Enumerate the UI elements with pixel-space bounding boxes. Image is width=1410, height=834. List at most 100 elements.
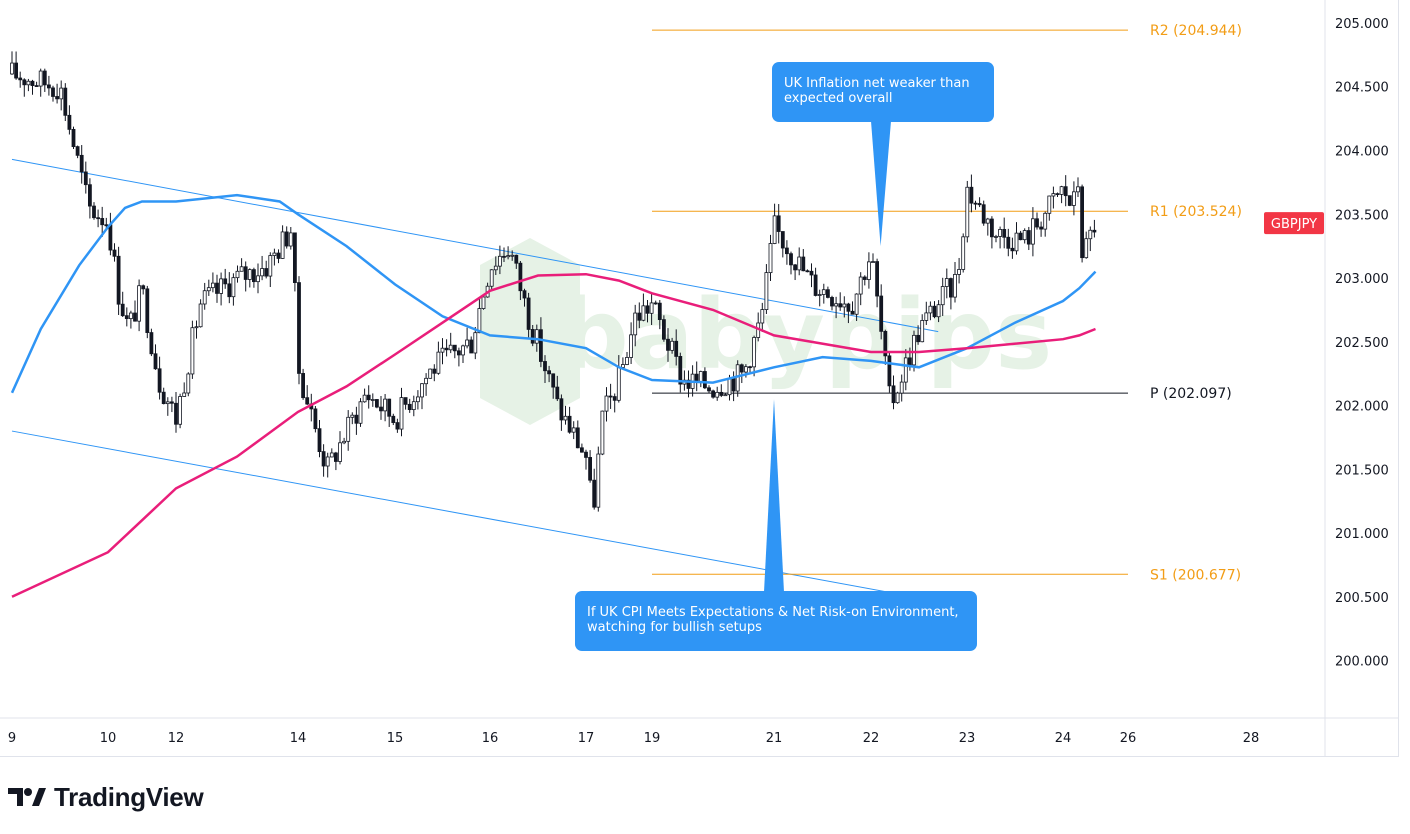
candle-body — [649, 302, 654, 314]
candle-161 — [670, 337, 674, 354]
y-tick-2: 204.000 — [1335, 144, 1389, 159]
candle-body — [1059, 186, 1064, 195]
candle-body — [243, 266, 248, 280]
x-tick-7: 19 — [644, 731, 661, 746]
candle-body — [1039, 226, 1043, 230]
candle-64 — [272, 248, 277, 266]
candle-159 — [662, 315, 666, 342]
candle-35 — [153, 344, 158, 370]
tradingview-logo[interactable]: TradingView — [8, 780, 204, 814]
candle-body — [1014, 232, 1019, 252]
candle-body — [292, 232, 297, 284]
chart-frame: babypips R2 (204.944) R1 (203.524) P (202.0… — [0, 0, 1399, 757]
candle-217 — [899, 374, 904, 402]
candle-body — [1076, 186, 1080, 193]
candle-104 — [436, 341, 441, 375]
candle-body — [247, 269, 252, 280]
candle-253 — [1047, 195, 1052, 221]
candle-169 — [703, 367, 707, 390]
candle-body — [272, 252, 277, 256]
candle-200 — [830, 295, 834, 311]
candle-108 — [452, 344, 457, 359]
candle-131 — [547, 365, 551, 383]
candle-body — [908, 357, 912, 366]
candle-body — [235, 270, 240, 279]
candle-body — [596, 453, 601, 508]
candle-204 — [846, 302, 851, 324]
candle-43 — [186, 372, 191, 397]
candle-body — [276, 252, 281, 259]
candle-18 — [83, 161, 88, 194]
candle-232 — [961, 233, 966, 273]
candle-46 — [198, 299, 203, 328]
candle-body — [1010, 247, 1015, 252]
candle-body — [776, 215, 781, 232]
candle-body — [826, 289, 830, 298]
price-chart[interactable]: babypips R2 (204.944) R1 (203.524) P (202.0… — [0, 0, 1398, 756]
candle-4 — [26, 78, 31, 92]
candle-body — [342, 440, 347, 444]
candle-52 — [223, 268, 228, 289]
candle-202 — [838, 292, 843, 311]
candle-98 — [411, 395, 416, 417]
candle-body — [1018, 232, 1023, 241]
candle-body — [358, 401, 363, 424]
candle-body — [916, 334, 920, 343]
candle-body — [112, 249, 117, 257]
y-tick-7: 201.500 — [1335, 463, 1389, 478]
candle-body — [891, 385, 896, 404]
candle-body — [629, 334, 633, 358]
annotation-pointer-inflation — [871, 121, 891, 247]
candle-body — [780, 231, 785, 249]
candle-body — [510, 254, 515, 257]
candle-body — [973, 202, 978, 205]
candle-192 — [797, 247, 802, 276]
candle-body — [1043, 212, 1048, 230]
candle-45 — [194, 320, 199, 339]
candle-62 — [264, 260, 269, 279]
candle-body — [329, 452, 334, 458]
candle-body — [38, 70, 43, 87]
candle-154 — [641, 293, 646, 322]
candle-155 — [645, 300, 650, 323]
candle-body — [547, 370, 551, 375]
candle-body — [321, 451, 326, 467]
y-tick-0: 205.000 — [1335, 17, 1389, 32]
candle-body — [493, 265, 498, 271]
candle-body — [953, 274, 957, 298]
candle-body — [719, 391, 724, 396]
candle-21 — [96, 209, 100, 228]
candle-body — [670, 340, 674, 351]
candle-193 — [801, 249, 806, 272]
x-tick-13: 28 — [1243, 731, 1260, 746]
candle-142 — [592, 468, 597, 510]
candle-106 — [444, 339, 449, 357]
candle-102 — [428, 368, 433, 379]
candle-110 — [461, 344, 465, 363]
candle-body — [47, 84, 51, 89]
candle-74 — [313, 405, 318, 433]
candle-body — [1031, 218, 1035, 245]
candle-7 — [38, 68, 43, 97]
candle-122 — [510, 250, 515, 261]
candle-127 — [530, 324, 535, 347]
annotation-bullish-setups: If UK CPI Meets Expectations & Net Risk-… — [575, 591, 977, 651]
candle-body — [551, 373, 556, 388]
candle-body — [149, 332, 154, 355]
candle-body — [75, 146, 80, 156]
candle-189 — [785, 240, 789, 265]
candle-101 — [424, 373, 429, 396]
candle-body — [297, 282, 301, 374]
candle-body — [944, 278, 949, 287]
candle-body — [251, 269, 256, 283]
candle-body — [473, 332, 478, 354]
candle-body — [18, 77, 23, 81]
candle-56 — [239, 258, 244, 272]
candle-137 — [571, 421, 576, 440]
pivot-label-1: R2 (204.944) — [1150, 23, 1242, 39]
candle-body — [436, 351, 441, 374]
candle-242 — [1002, 217, 1007, 249]
candle-body — [206, 287, 211, 292]
candle-177 — [735, 360, 740, 397]
candle-body — [30, 80, 35, 86]
